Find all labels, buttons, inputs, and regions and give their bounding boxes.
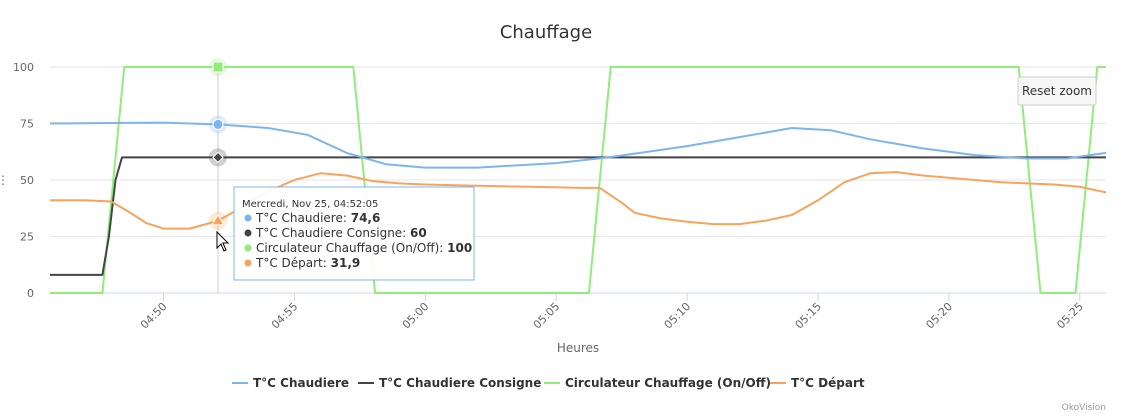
tooltip-bullet bbox=[244, 229, 252, 237]
legend-label: Circulateur Chauffage (On/Off) bbox=[565, 376, 771, 390]
tooltip-line: T°C Chaudiere Consigne: 60 bbox=[255, 226, 427, 240]
tooltip-series-label: T°C Chaudiere Consigne: bbox=[255, 226, 410, 240]
y-tick-label: 0 bbox=[27, 287, 34, 300]
tooltip-header: Mercredi, Nov 25, 04:52:05 bbox=[242, 199, 378, 210]
legend: T°C Chaudiere T°C Chaudiere Consigne Circu… bbox=[232, 376, 865, 390]
series-line-1 bbox=[50, 156, 1106, 276]
tooltip-line: T°C Chaudiere: 74,6 bbox=[255, 211, 380, 225]
legend-item-0[interactable]: T°C Chaudiere bbox=[232, 376, 349, 390]
tooltip-series-label: T°C Départ: bbox=[255, 256, 331, 270]
reset-zoom-label[interactable]: Reset zoom bbox=[1022, 84, 1092, 98]
legend-label: T°C Chaudiere Consigne bbox=[379, 376, 541, 390]
y-tick-label: 100 bbox=[13, 61, 34, 74]
tooltip-value: 100 bbox=[447, 241, 472, 255]
x-axis-label: Heures bbox=[557, 341, 599, 355]
markers-layer bbox=[209, 58, 227, 230]
legend-item-3[interactable]: T°C Départ bbox=[770, 376, 865, 390]
tooltip-value: 74,6 bbox=[351, 211, 381, 225]
tooltip-bullet bbox=[244, 259, 252, 267]
reset-zoom-button[interactable]: Reset zoom bbox=[1017, 76, 1097, 106]
hover-marker-1 bbox=[212, 151, 224, 164]
legend-item-2[interactable]: Circulateur Chauffage (On/Off) bbox=[544, 376, 771, 390]
series-layer bbox=[49, 66, 1107, 294]
y-tick-label: 50 bbox=[20, 174, 34, 187]
legend-item-1[interactable]: T°C Chaudiere Consigne bbox=[358, 376, 541, 390]
tooltip-bullet bbox=[244, 214, 252, 222]
hover-marker-0 bbox=[212, 118, 224, 130]
series-line-0 bbox=[49, 121, 1107, 169]
tooltip-series-label: T°C Chaudiere: bbox=[255, 211, 351, 225]
tooltip-series-label: Circulateur Chauffage (On/Off): bbox=[256, 241, 447, 255]
series-line-3 bbox=[50, 171, 1107, 230]
legend-label: T°C Départ bbox=[791, 376, 865, 390]
y-axis: 0 25 50 75 100 bbox=[13, 61, 34, 300]
hover-marker-2 bbox=[212, 61, 224, 73]
tooltip: Mercredi, Nov 25, 04:52:05 T°C Chaudiere… bbox=[233, 186, 475, 281]
tooltip-value: 60 bbox=[410, 226, 427, 240]
tooltip-value: 31,9 bbox=[331, 256, 361, 270]
series-line-2 bbox=[50, 66, 1106, 294]
tooltip-bullet bbox=[244, 244, 252, 252]
credits-label[interactable]: OkoVision bbox=[1062, 403, 1106, 413]
y-tick-label: 25 bbox=[20, 231, 34, 244]
tooltip-line: T°C Départ: 31,9 bbox=[255, 256, 360, 270]
mouse-cursor-icon bbox=[216, 230, 230, 252]
more-icon[interactable]: ⋮ bbox=[0, 173, 9, 187]
chart-title: Chauffage bbox=[500, 22, 592, 43]
tooltip-line: Circulateur Chauffage (On/Off): 100 bbox=[256, 241, 472, 255]
legend-label: T°C Chaudiere bbox=[253, 376, 349, 390]
hover-marker-3 bbox=[211, 213, 225, 226]
y-tick-label: 75 bbox=[20, 118, 34, 131]
